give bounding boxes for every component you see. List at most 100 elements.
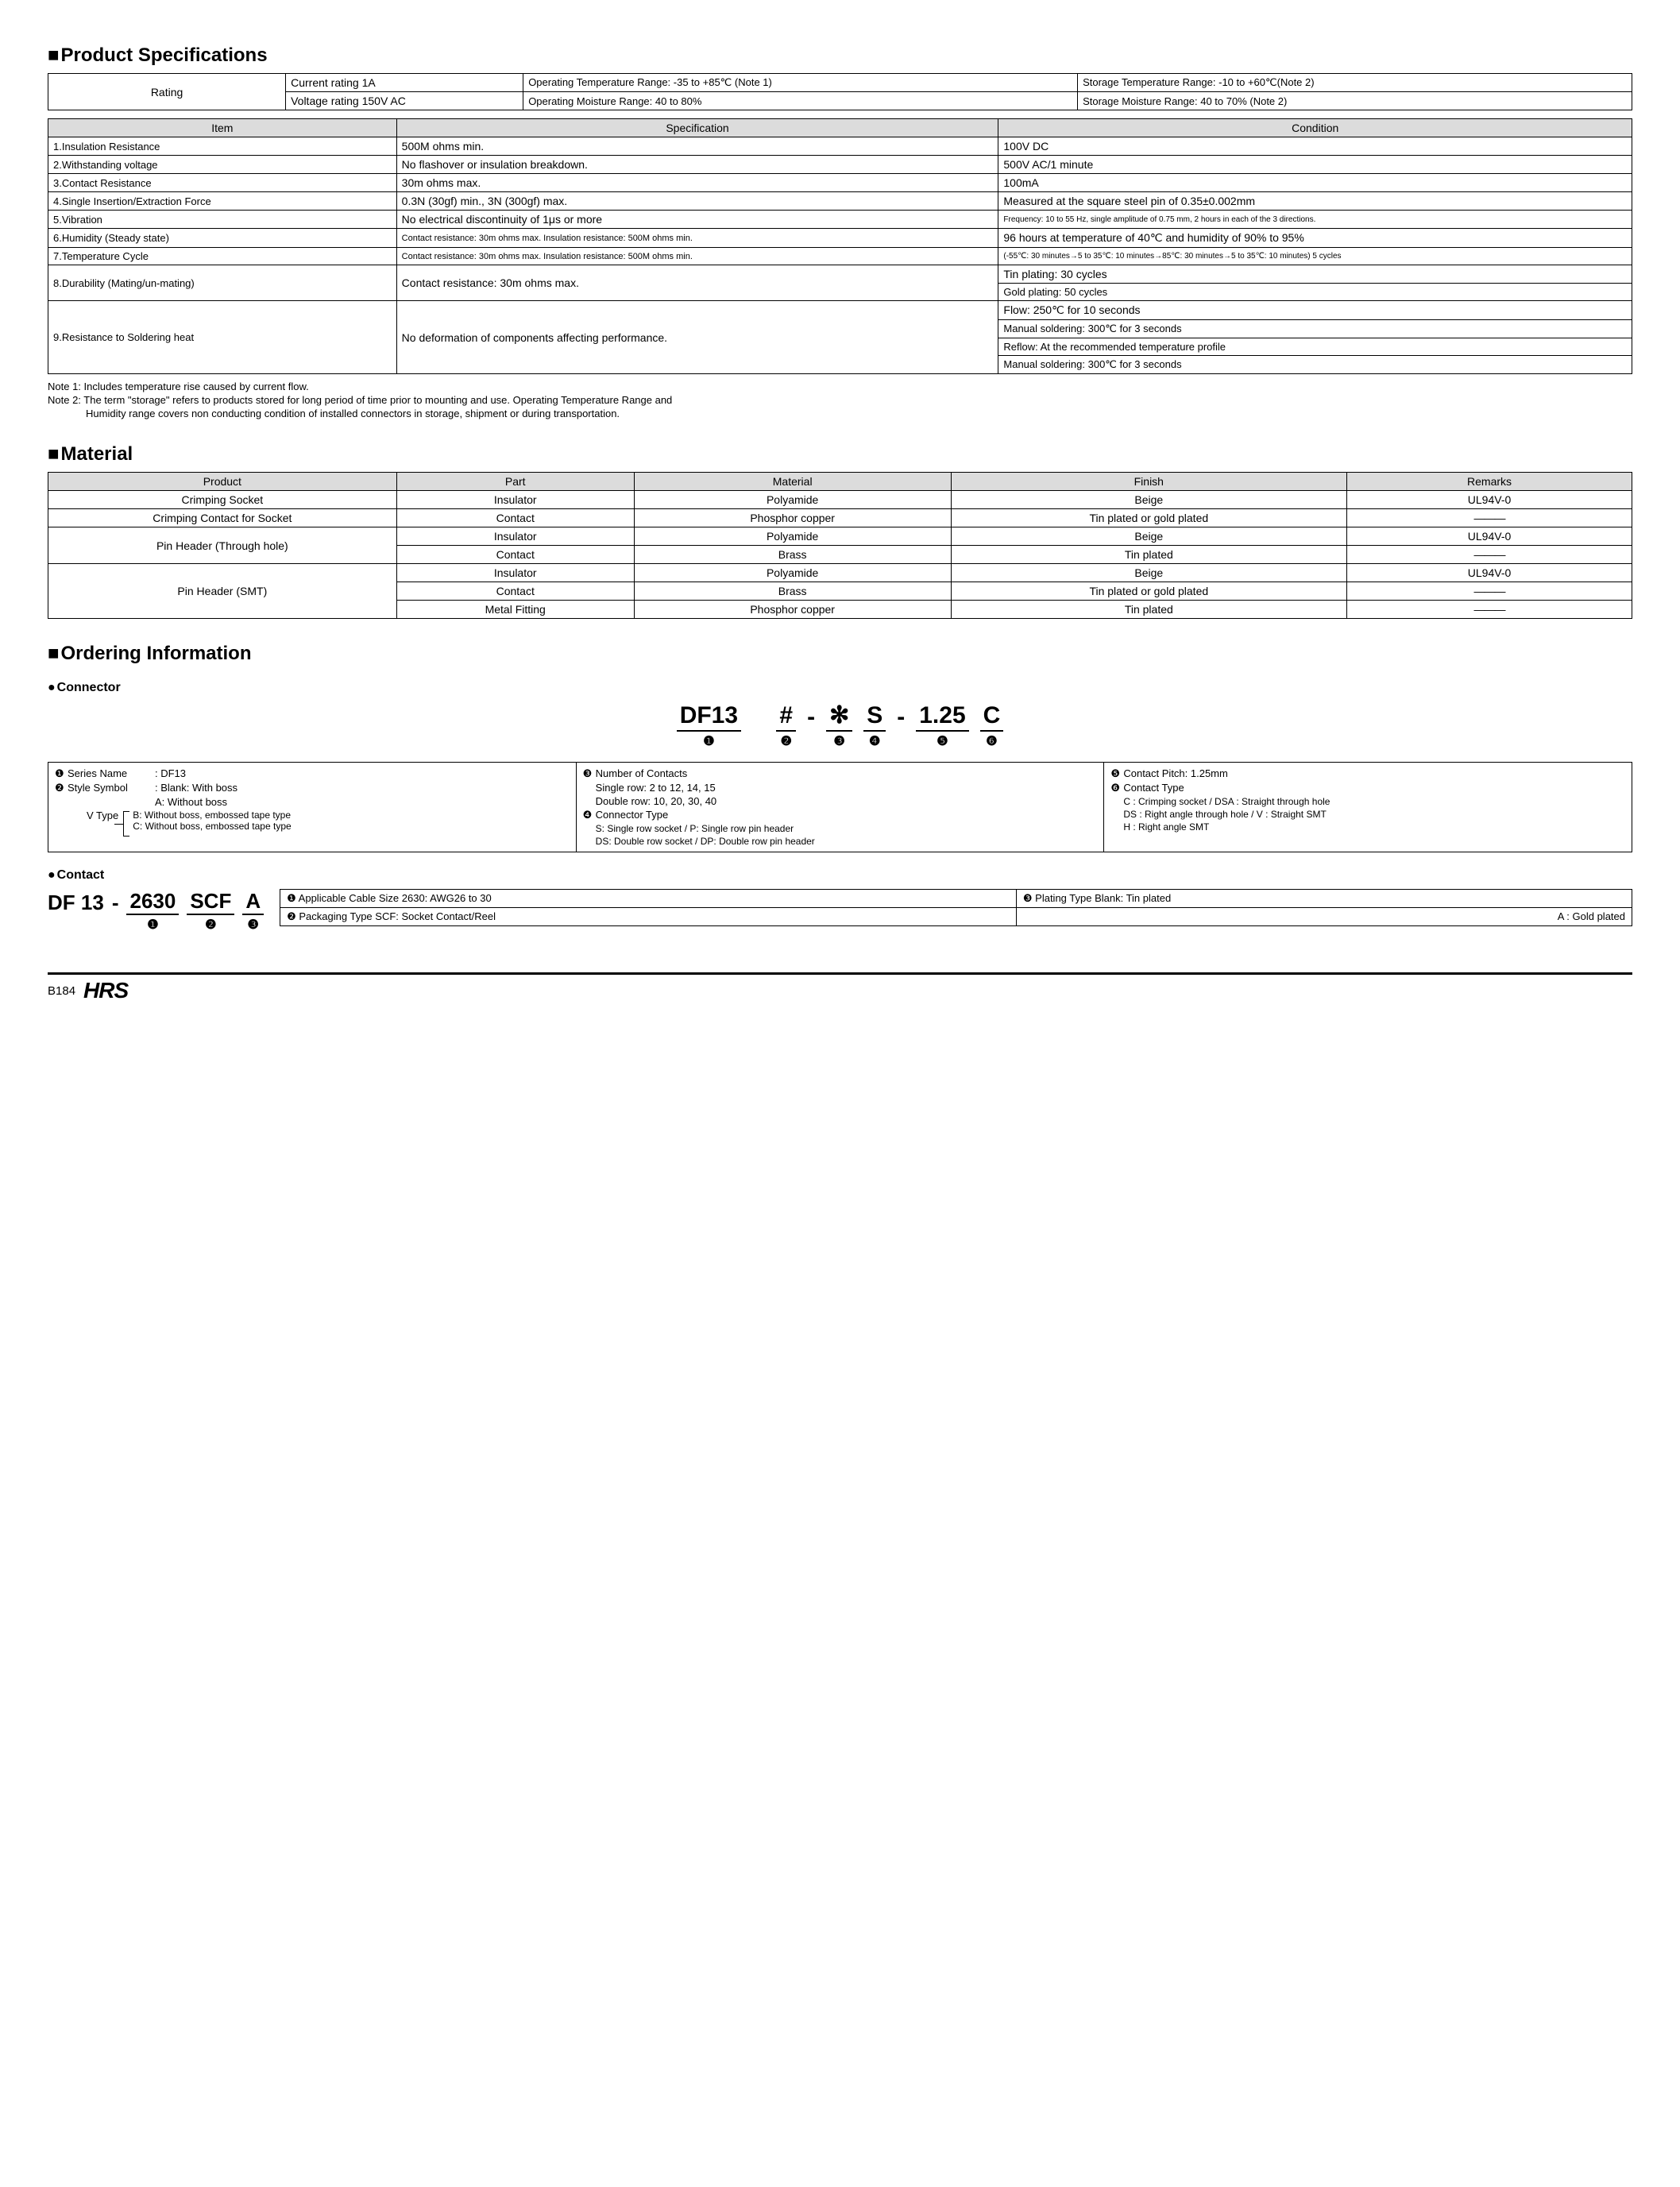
rating-cell: Storage Temperature Range: -10 to +60℃(N… [1078, 74, 1632, 92]
leg-v: Connector Type [596, 809, 1098, 821]
mat-cell: ——— [1347, 582, 1632, 601]
legend-col-2: ❸Number of Contacts Single row: 2 to 12,… [577, 763, 1105, 852]
section-title-material: Material [48, 443, 1632, 466]
spec-h1: Item [48, 119, 397, 137]
note2a: Note 2: The term "storage" refers to pro… [48, 394, 1632, 406]
leg-c: ❹ [583, 809, 596, 821]
leg-v: : Blank: With boss [155, 782, 570, 794]
spec-item: 8.Durability (Mating/un-mating) [48, 265, 397, 301]
mat-cell: Phosphor copper [634, 509, 951, 527]
mat-cell: Contact [396, 582, 634, 601]
leg-c: ❷ [55, 782, 68, 794]
leg-v: DS: Double row socket / DP: Double row p… [596, 836, 1098, 847]
spec-spec: 500M ohms min. [396, 137, 998, 156]
mat-cell: ——— [1347, 509, 1632, 527]
leg-v: A: Without boss [155, 796, 570, 808]
material-table: Product Part Material Finish Remarks Cri… [48, 472, 1632, 619]
spec-spec: Contact resistance: 30m ohms max. Insula… [396, 229, 998, 248]
leg-c: ❷ [287, 910, 296, 922]
page-number: B184 [48, 984, 75, 998]
leg-c: ❺ [1110, 767, 1123, 780]
spec-cond: 100V DC [998, 137, 1632, 156]
contact-legend: ❶ Applicable Cable Size 2630: AWG26 to 3… [280, 889, 1632, 926]
spec-spec: Contact resistance: 30m ohms max. Insula… [396, 248, 998, 265]
mat-cell: Beige [951, 491, 1347, 509]
formula-p4: A [242, 889, 264, 915]
formula-p3: ✻ [826, 701, 852, 732]
spec-spec: 30m ohms max. [396, 174, 998, 192]
formula-p1: DF13 [677, 701, 741, 732]
mat-cell: Tin plated [951, 546, 1347, 564]
leg-c: ❶ [55, 767, 68, 780]
footer: B184 HRS [48, 972, 1632, 1003]
spec-spec: Contact resistance: 30m ohms max. [396, 265, 998, 301]
mat-cell: Tin plated or gold plated [951, 509, 1347, 527]
leg-v: H : Right angle SMT [1123, 821, 1625, 833]
formula-n2: ❷ [781, 733, 792, 749]
formula-p3: SCF [187, 889, 234, 915]
leg-v: Contact Pitch: 1.25mm [1123, 767, 1625, 780]
spec-cond: 96 hours at temperature of 40℃ and humid… [998, 229, 1632, 248]
formula-p6: C [980, 701, 1004, 732]
formula-n2: ❷ [205, 917, 216, 933]
leg-v: Single row: 2 to 12, 14, 15 [596, 782, 1098, 794]
leg-v: S: Single row socket / P: Single row pin… [596, 823, 1098, 834]
rating-table: Rating Current rating 1A Operating Tempe… [48, 73, 1632, 110]
spec-cond: (-55℃: 30 minutes→5 to 35℃: 10 minutes→8… [998, 248, 1632, 265]
mat-cell: UL94V-0 [1347, 527, 1632, 546]
mat-cell: ——— [1347, 601, 1632, 619]
spec-table: Item Specification Condition 1.Insulatio… [48, 118, 1632, 374]
formula-sep: - [807, 701, 815, 732]
formula-sep: - [112, 889, 119, 915]
leg-v: DS : Right angle through hole / V : Stra… [1123, 809, 1625, 820]
connector-formula: DF13❶ #❷ - ✻❸ S❹ - 1.25❺ C❻ [48, 701, 1632, 749]
leg-l: Style Symbol [68, 782, 155, 794]
mat-h4: Finish [951, 473, 1347, 491]
section-title-order: Ordering Information [48, 643, 1632, 665]
sub-contact: Contact [48, 868, 1632, 883]
legend-col-3: ❺Contact Pitch: 1.25mm ❻Contact Type C :… [1104, 763, 1632, 852]
mat-cell: Contact [396, 546, 634, 564]
spec-item: 6.Humidity (Steady state) [48, 229, 397, 248]
formula-n6: ❻ [986, 733, 997, 749]
formula-n1: ❶ [703, 733, 714, 749]
leg-v: : DF13 [155, 767, 570, 780]
rating-cell: Current rating 1A [286, 74, 523, 92]
rating-cell: Storage Moisture Range: 40 to 70% (Note … [1078, 92, 1632, 110]
spec-item: 4.Single Insertion/Extraction Force [48, 192, 397, 211]
formula-p1: DF 13 [48, 889, 104, 915]
formula-p2: 2630 [126, 889, 179, 915]
mat-cell: Polyamide [634, 491, 951, 509]
leg-c: ❻ [1110, 782, 1123, 794]
leg-v: Packaging Type SCF: Socket Contact/Reel [299, 910, 496, 922]
spec-item: 9.Resistance to Soldering heat [48, 301, 397, 374]
leg-vc: C: Without boss, embossed tape type [133, 821, 291, 832]
mat-cell: Metal Fitting [396, 601, 634, 619]
spec-item: 7.Temperature Cycle [48, 248, 397, 265]
spec-h2: Specification [396, 119, 998, 137]
mat-h2: Part [396, 473, 634, 491]
spec-cond: Flow: 250℃ for 10 seconds [998, 301, 1632, 320]
leg-l: Series Name [68, 767, 155, 780]
mat-cell: ——— [1347, 546, 1632, 564]
mat-cell: Beige [951, 527, 1347, 546]
rating-cell: Voltage rating 150V AC [286, 92, 523, 110]
sub-connector: Connector [48, 681, 1632, 695]
leg-v: C : Crimping socket / DSA : Straight thr… [1123, 796, 1625, 807]
formula-n4: ❹ [869, 733, 880, 749]
mat-cell: UL94V-0 [1347, 491, 1632, 509]
mat-h3: Material [634, 473, 951, 491]
rating-cell: Operating Temperature Range: -35 to +85℃… [523, 74, 1078, 92]
mat-cell: Brass [634, 582, 951, 601]
contact-formula: DF 13 - 2630❶ SCF❷ A❸ [48, 889, 264, 933]
rating-cell: Operating Moisture Range: 40 to 80% [523, 92, 1078, 110]
mat-cell: Beige [951, 564, 1347, 582]
mat-cell: Polyamide [634, 527, 951, 546]
note1: Note 1: Includes temperature rise caused… [48, 381, 1632, 392]
leg-v: A : Gold plated [1558, 910, 1625, 922]
spec-h3: Condition [998, 119, 1632, 137]
note2b: Humidity range covers non conducting con… [48, 408, 1632, 419]
leg-v: Plating Type Blank: Tin plated [1035, 892, 1171, 904]
spec-cond: Manual soldering: 300℃ for 3 seconds [998, 356, 1632, 374]
section-title-spec: Product Specifications [48, 44, 1632, 67]
